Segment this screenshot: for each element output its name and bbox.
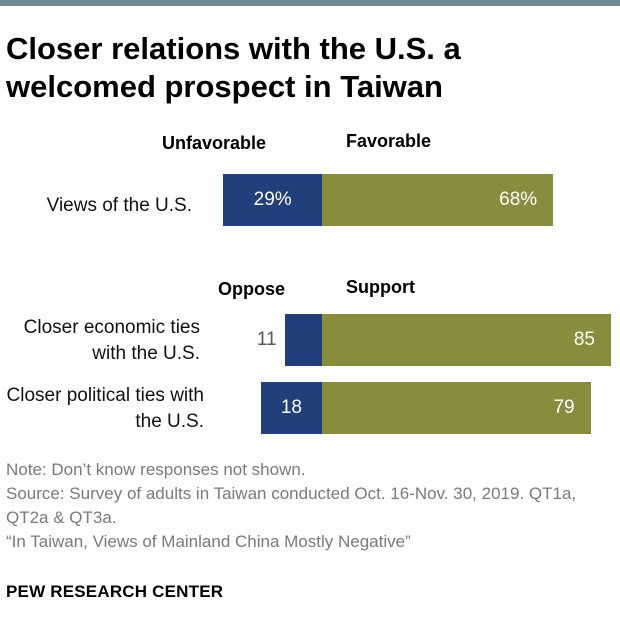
row-label-views-of-us: Views of the U.S.: [46, 195, 192, 216]
header-oppose: Oppose: [218, 279, 286, 299]
value-label-positive: 79: [553, 397, 575, 418]
bar-positive: [322, 382, 591, 434]
bar-positive: [322, 174, 554, 226]
value-label-negative: 29%: [253, 189, 292, 210]
value-label-positive: 68%: [499, 189, 538, 210]
row-label-political-ties: Closer political ties with the U.S.: [6, 385, 204, 432]
source-text: Source: Survey of adults in Taiwan condu…: [6, 484, 577, 527]
header-unfavorable: Unfavorable: [162, 133, 267, 153]
header-favorable: Favorable: [346, 131, 432, 151]
report-title-text: “In Taiwan, Views of Mainland China Most…: [6, 532, 411, 551]
row-label-economic-ties: Closer economic ties with the U.S.: [23, 317, 200, 364]
value-label-positive: 85: [573, 329, 595, 350]
chart-notes: Note: Don’t know responses not shown. So…: [6, 458, 606, 554]
note-text: Note: Don’t know responses not shown.: [6, 460, 306, 479]
pew-research-center-logo: PEW RESEARCH CENTER: [6, 582, 224, 601]
value-label-negative: 18: [280, 397, 302, 418]
header-support: Support: [346, 277, 415, 297]
value-label-negative: 11: [256, 329, 277, 350]
bar-negative: [284, 314, 322, 366]
bar-negative: [260, 382, 322, 434]
bar-positive: [322, 314, 611, 366]
bar-negative: [223, 174, 322, 226]
top-accent-line: [0, 0, 620, 6]
chart-title: Closer relations with the U.S. a welcome…: [6, 31, 461, 104]
